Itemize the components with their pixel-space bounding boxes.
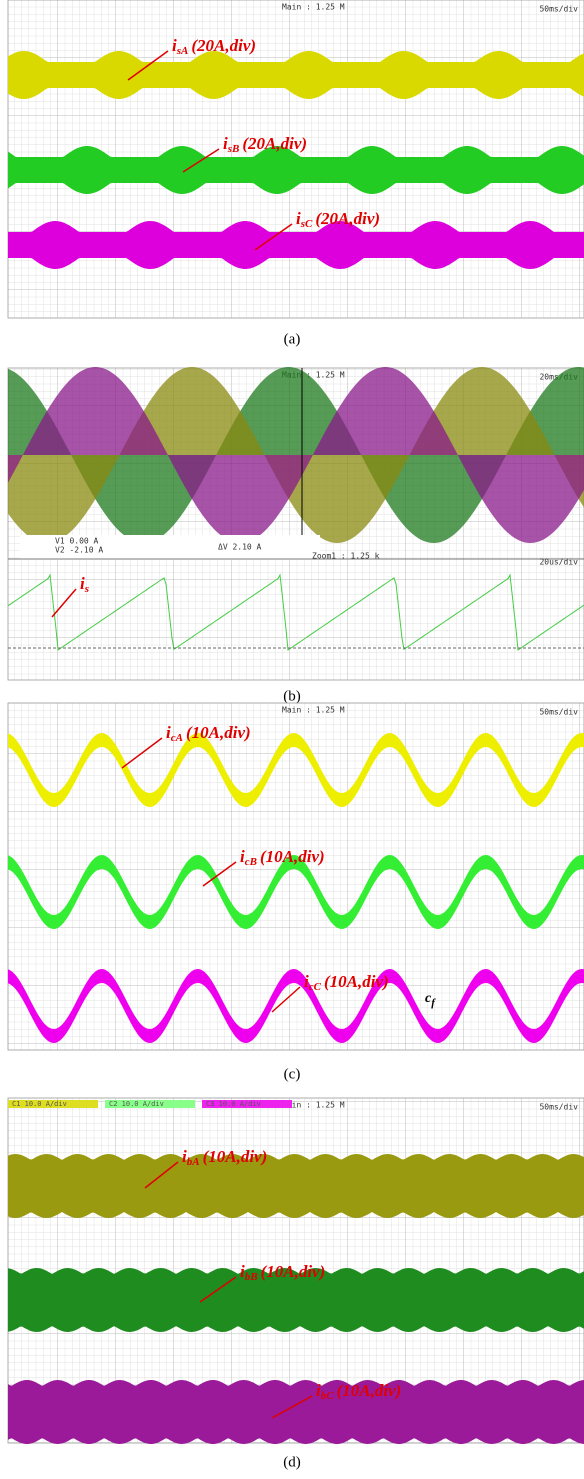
legend-swatch [202,1100,292,1108]
symbol: i [80,574,85,593]
scope-grid [7,702,584,1051]
zoom-timebase: 20us/div [539,558,578,567]
waveform [8,1380,584,1444]
waveform-label: is [80,574,89,595]
label-text: (20A,div) [315,209,380,228]
subscript: cC [309,981,322,993]
label-text: (10A,div) [337,1381,402,1400]
caption: (b) [283,688,301,704]
pointer [127,50,169,81]
cursor-readout: V2 -2.10 A [55,546,103,555]
label-text: (10A,div) [260,847,325,866]
legend-entry: C2 10.0 A/div [109,1100,164,1108]
pointer [202,861,237,887]
waveform [8,733,584,807]
timebase-main: Main : 1.25 M [282,3,345,12]
subscript: sC [300,218,313,230]
symbol: i [223,134,228,153]
waveform [8,221,584,269]
symbol: i [172,36,177,55]
caption: (c) [284,1066,301,1082]
timebase: 50ms/div [539,5,578,14]
waveform-label: icA (10A,div) [166,723,251,744]
subscript: bA [187,1156,200,1168]
subscript: f [431,997,436,1009]
label-text: (20A,div) [242,134,307,153]
symbol: i [166,723,171,742]
zoom-timebase-main: Zoom1 : 1.25 k [312,552,380,561]
subscript: bB [245,1271,258,1283]
pointer [182,148,220,173]
waveform [8,855,584,929]
caption: (a) [284,331,301,347]
pointer [199,1276,237,1303]
waveform [8,1154,584,1218]
waveform-label: icC (10A,div) [304,972,389,993]
symbol: c [425,991,432,1006]
legend-swatch [8,1100,98,1108]
timebase-main: Main : 1.25 M [282,1101,345,1110]
label-text: (10A,div) [324,972,389,991]
waveform-label: ibC (10A,div) [316,1381,401,1402]
timebase-main: Main : 1.25 M [282,371,345,380]
subscript: sB [227,143,240,155]
waveform-label: isB (20A,div) [223,134,307,155]
legend-entry: C3 10.0 A/div [206,1100,261,1108]
timebase: 50ms/div [539,708,578,717]
subscript: s [84,583,89,595]
waveform-label: isC (20A,div) [296,209,380,230]
label-text: (10A,div) [203,1147,268,1166]
subscript: cA [171,732,183,744]
waveform [8,1268,584,1332]
subscript: sA [176,45,189,57]
waveform-label: icB (10A,div) [240,847,325,868]
waveform-label: ibA (10A,div) [182,1147,267,1168]
waveform [8,367,584,543]
pointer [121,737,163,769]
symbol: i [240,847,245,866]
label-text: (10A,div) [261,1262,326,1281]
legend-entry: C1 10.0 A/div [12,1100,67,1108]
symbol: i [296,209,301,228]
timebase-main: Main : 1.25 M [282,706,345,715]
note: cf [425,991,436,1008]
label-text: (10A,div) [186,723,251,742]
waveform-label: ibB (10A,div) [240,1262,325,1283]
subscript: cB [245,856,257,868]
legend-swatch [105,1100,195,1108]
symbol: i [182,1147,187,1166]
symbol: i [304,972,309,991]
caption: (d) [283,1454,301,1470]
pointer [51,588,77,618]
pointer [254,223,293,251]
symbol: i [240,1262,245,1281]
cursor-readout: V1 0.00 A [55,537,99,546]
pointer [144,1161,179,1189]
symbol: i [316,1381,321,1400]
subscript: bC [321,1390,335,1402]
zoom-trace [7,573,584,651]
waveform [8,969,584,1043]
pointer [271,1395,313,1419]
pointer [271,986,301,1013]
label-text: (20A,div) [191,36,256,55]
waveform-label: isA (20A,div) [172,36,256,57]
delta-readout: ΔV 2.10 A [218,543,262,552]
readout-box [20,535,320,560]
waveform [8,146,584,194]
timebase: 50ms/div [539,1103,578,1112]
